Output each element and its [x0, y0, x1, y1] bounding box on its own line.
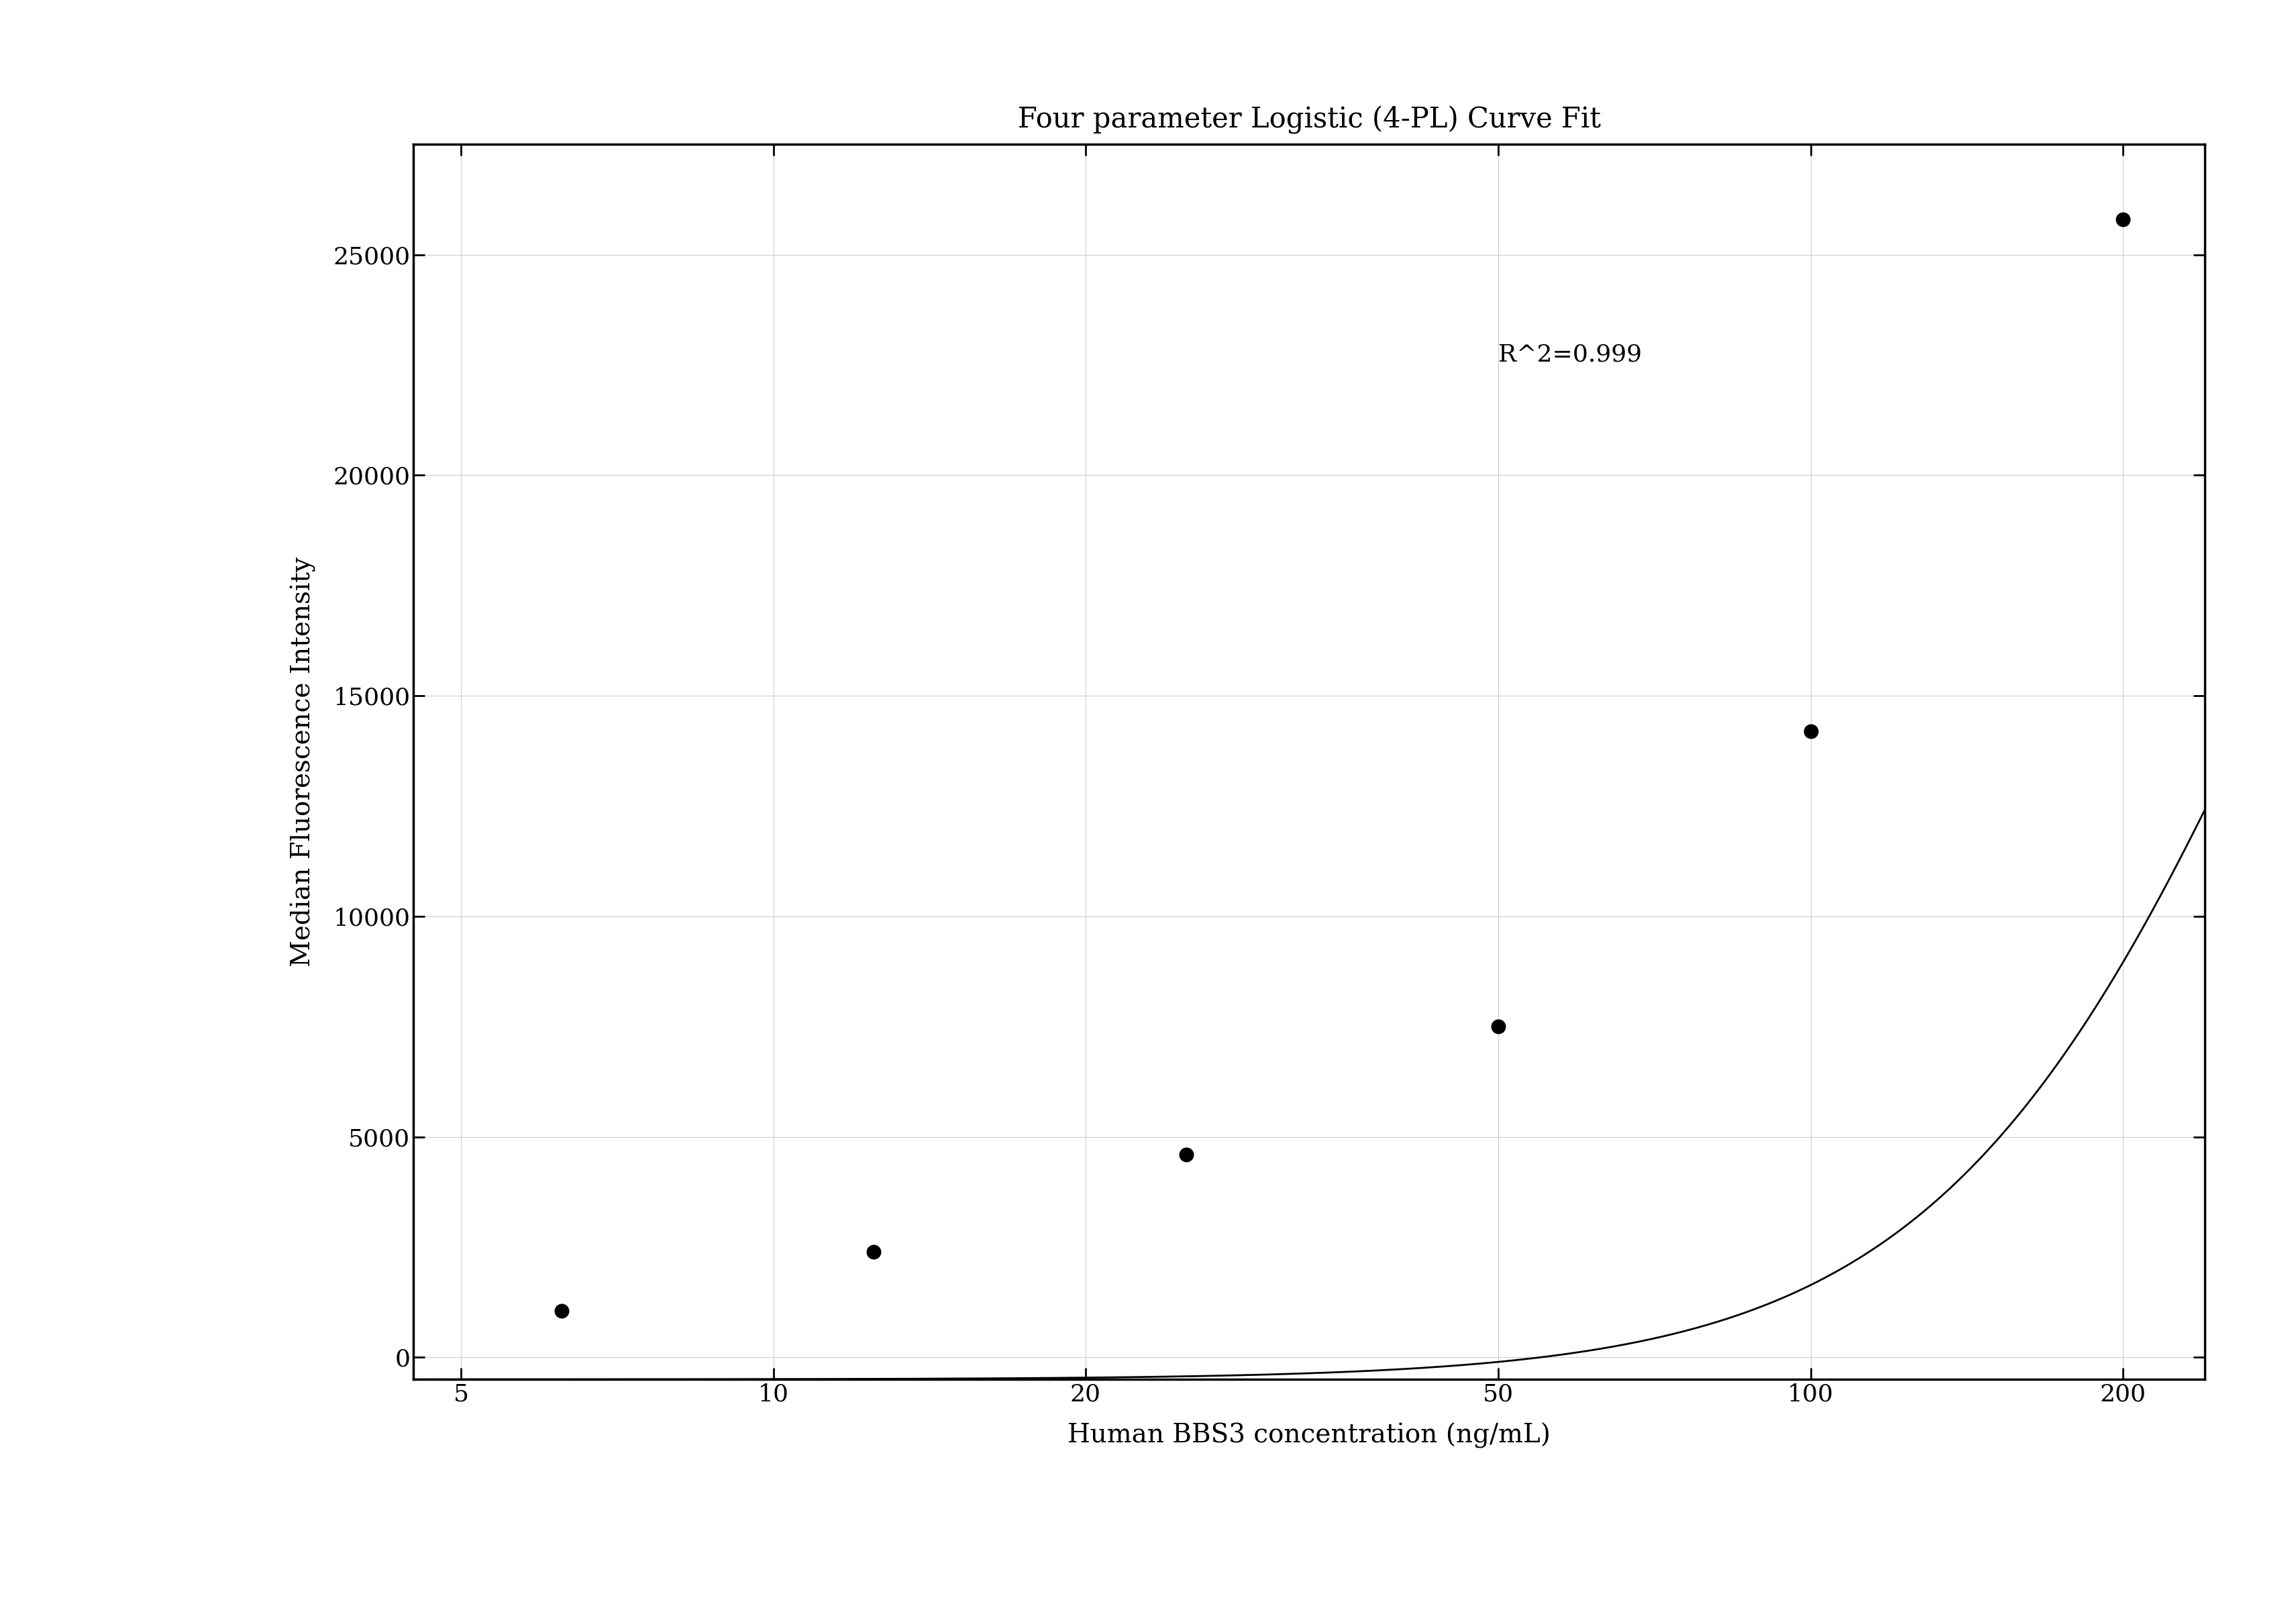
Point — [1479, 1014, 1515, 1039]
Point — [1791, 719, 1828, 744]
Point — [2103, 207, 2140, 233]
Text: R^2=0.999: R^2=0.999 — [1497, 343, 1642, 366]
Point — [544, 1298, 581, 1323]
Y-axis label: Median Fluorescence Intensity: Median Fluorescence Intensity — [292, 557, 317, 967]
Point — [1166, 1142, 1203, 1168]
X-axis label: Human BBS3 concentration (ng/mL): Human BBS3 concentration (ng/mL) — [1068, 1423, 1550, 1448]
Point — [854, 1238, 891, 1264]
Title: Four parameter Logistic (4-PL) Curve Fit: Four parameter Logistic (4-PL) Curve Fit — [1017, 106, 1600, 135]
